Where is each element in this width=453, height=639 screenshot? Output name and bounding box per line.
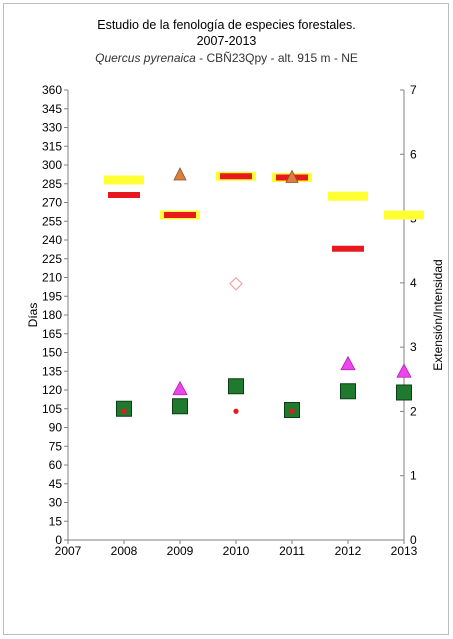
x-tick-label: 2008 — [111, 544, 138, 558]
y-tick-label: 120 — [42, 383, 62, 397]
y-tick-label: 240 — [42, 233, 62, 247]
green-square-mark — [340, 383, 356, 400]
y-tick-label: 180 — [42, 308, 62, 322]
chart-frame — [3, 3, 449, 635]
orange-triangle-mark — [173, 167, 187, 181]
red-dot-mark — [121, 408, 127, 414]
x-tick-label: 2010 — [223, 544, 250, 558]
y-tick-label: 60 — [49, 458, 63, 472]
x-tick-label: 2013 — [391, 544, 418, 558]
y-tick-label: 45 — [49, 477, 63, 491]
red-bar-mark — [164, 212, 196, 218]
y2-tick-label: 4 — [410, 276, 417, 290]
red-dot-mark — [289, 408, 295, 414]
y2-tick-label: 1 — [410, 469, 417, 483]
y-tick-label: 195 — [42, 289, 62, 303]
x-tick-label: 2009 — [167, 544, 194, 558]
yellow-bar-mark — [328, 191, 368, 201]
y-tick-label: 315 — [42, 139, 62, 153]
yellow-bar-mark — [384, 210, 424, 220]
green-square-mark — [396, 384, 412, 401]
chart-subtitle-site: Quercus pyrenaica - CBÑ23Qpy - alt. 915 … — [0, 51, 453, 65]
y-tick-label: 165 — [42, 327, 62, 341]
y-axis-title: Días — [26, 303, 40, 328]
chart-title: Estudio de la fenología de especies fore… — [97, 18, 356, 32]
y2-tick-label: 2 — [410, 404, 417, 418]
y-tick-label: 285 — [42, 177, 62, 191]
red-bar-mark — [220, 173, 252, 180]
magenta-triangle-mark — [340, 355, 356, 371]
species-name: Quercus pyrenaica — [95, 51, 196, 65]
y-tick-label: 210 — [42, 271, 62, 285]
y-tick-label: 330 — [42, 121, 62, 135]
y-tick-label: 30 — [49, 496, 63, 510]
green-square-mark — [228, 378, 244, 395]
orange-triangle-mark — [285, 169, 299, 183]
y-tick-label: 75 — [49, 439, 63, 453]
y-tick-label: 150 — [42, 346, 62, 360]
y-tick-label: 300 — [42, 158, 62, 172]
y2-tick-label: 7 — [410, 83, 417, 97]
x-tick-label: 2012 — [335, 544, 362, 558]
y-tick-label: 345 — [42, 102, 62, 116]
y-tick-label: 90 — [49, 421, 63, 435]
y-tick-label: 360 — [42, 83, 62, 97]
y-tick-label: 15 — [49, 514, 63, 528]
red-dot-mark — [233, 408, 239, 414]
x-tick-label: 2007 — [55, 544, 82, 558]
y2-tick-label: 0 — [410, 533, 417, 547]
y2-tick-label: 3 — [410, 340, 417, 354]
y2-axis-title: Extensión/Intensidad — [431, 259, 445, 370]
magenta-triangle-mark — [396, 363, 412, 378]
magenta-triangle-mark — [172, 380, 188, 396]
y-tick-label: 225 — [42, 252, 62, 266]
x-tick-label: 2011 — [279, 544, 305, 558]
y-tick-label: 135 — [42, 364, 62, 378]
chart-subtitle-years: 2007-2013 — [196, 34, 257, 48]
site-details: - CBÑ23Qpy - alt. 915 m - NE — [195, 51, 358, 65]
red-bar-mark — [108, 192, 140, 198]
y-tick-label: 270 — [42, 196, 62, 210]
diamond-mark — [229, 276, 243, 291]
red-bar-mark — [332, 245, 364, 252]
y-tick-label: 0 — [55, 533, 62, 547]
y-tick-label: 255 — [42, 214, 62, 228]
y-tick-label: 105 — [42, 402, 62, 416]
y2-tick-label: 6 — [410, 147, 417, 161]
green-square-mark — [172, 398, 188, 415]
yellow-bar-mark — [104, 175, 144, 185]
